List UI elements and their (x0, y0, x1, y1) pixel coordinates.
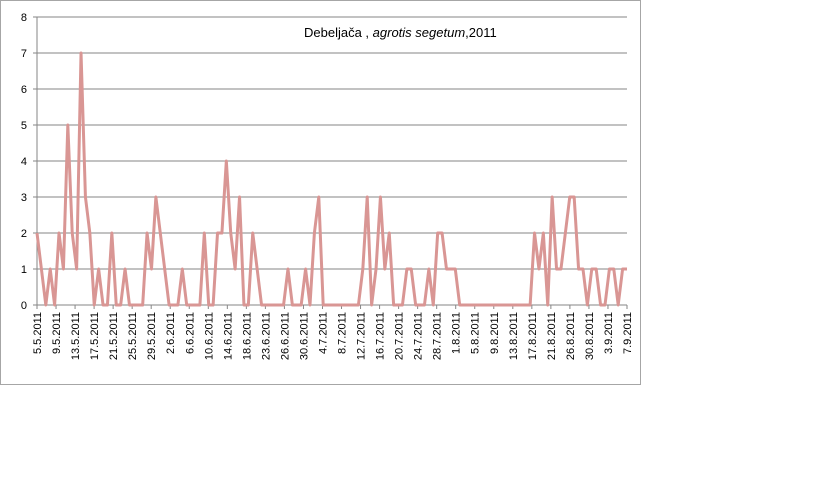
y-tick-label: 7 (21, 48, 27, 60)
x-tick-label: 14.6.2011 (222, 312, 234, 360)
x-tick-label: 10.6.2011 (203, 312, 215, 360)
y-tick-label: 6 (21, 84, 27, 96)
y-tick-label: 0 (21, 300, 27, 312)
chart-title-part-0: Debeljača , (304, 25, 373, 40)
x-tick-label: 18.6.2011 (241, 312, 253, 360)
y-tick-label: 5 (21, 120, 27, 132)
y-axis-tick-labels: 0 1 2 3 4 5 6 7 8 (21, 12, 27, 312)
line-chart: 0 1 2 3 4 5 6 7 8 5.5.2011 9.5.2011 13.5.2011 17.5.… (21, 12, 634, 360)
x-tick-label: 6.6.2011 (184, 312, 196, 354)
x-axis-tick-labels: 5.5.2011 9.5.2011 13.5.2011 17.5.2011 21.5.2… (32, 312, 634, 360)
x-tick-label: 26.6.2011 (279, 312, 291, 360)
x-tick-label: 23.6.2011 (260, 312, 272, 360)
chart-title: Debeljača , agrotis segetum,2011 (304, 25, 497, 40)
x-tick-label: 13.8.2011 (508, 312, 520, 360)
y-tick-label: 1 (21, 264, 27, 276)
y-tick-label: 4 (21, 156, 27, 168)
x-tick-label: 24.7.2011 (413, 312, 425, 360)
chart-title-part-1: agrotis segetum (373, 25, 466, 40)
x-tick-label: 21.8.2011 (546, 312, 558, 360)
x-tick-label: 26.8.2011 (565, 312, 577, 360)
x-tick-label: 7.9.2011 (622, 312, 634, 354)
x-tick-label: 9.5.2011 (51, 312, 63, 354)
x-tick-label: 5.5.2011 (32, 312, 44, 354)
x-tick-label: 5.8.2011 (470, 312, 482, 354)
x-tick-label: 1.8.2011 (451, 312, 463, 354)
series-line (35, 51, 627, 307)
x-tick-label: 30.8.2011 (584, 312, 596, 360)
chart-frame: 0 1 2 3 4 5 6 7 8 5.5.2011 9.5.2011 13.5.2011 17.5.… (0, 0, 641, 385)
y-tick-label: 2 (21, 228, 27, 240)
x-tick-label: 12.7.2011 (356, 312, 368, 360)
x-tick-label: 16.7.2011 (375, 312, 387, 360)
x-tick-label: 21.5.2011 (108, 312, 120, 360)
x-tick-label: 20.7.2011 (394, 312, 406, 360)
x-tick-label: 4.7.2011 (317, 312, 329, 354)
x-tick-label: 2.6.2011 (165, 312, 177, 354)
x-tick-label: 25.5.2011 (127, 312, 139, 360)
x-tick-label: 29.5.2011 (146, 312, 158, 360)
gridlines (37, 16, 627, 270)
x-tick-label: 17.8.2011 (527, 312, 539, 360)
x-tick-label: 9.8.2011 (489, 312, 501, 354)
series-layer (35, 51, 627, 307)
y-tick-label: 3 (21, 192, 27, 204)
x-tick-label: 3.9.2011 (603, 312, 615, 354)
x-tick-label: 17.5.2011 (89, 312, 101, 360)
x-tick-label: 13.5.2011 (70, 312, 82, 360)
x-tick-label: 8.7.2011 (337, 312, 349, 354)
x-tick-label: 28.7.2011 (432, 312, 444, 360)
y-tick-label: 8 (21, 12, 27, 24)
chart-title-part-2: ,2011 (465, 25, 497, 40)
x-tick-label: 30.6.2011 (298, 312, 310, 360)
